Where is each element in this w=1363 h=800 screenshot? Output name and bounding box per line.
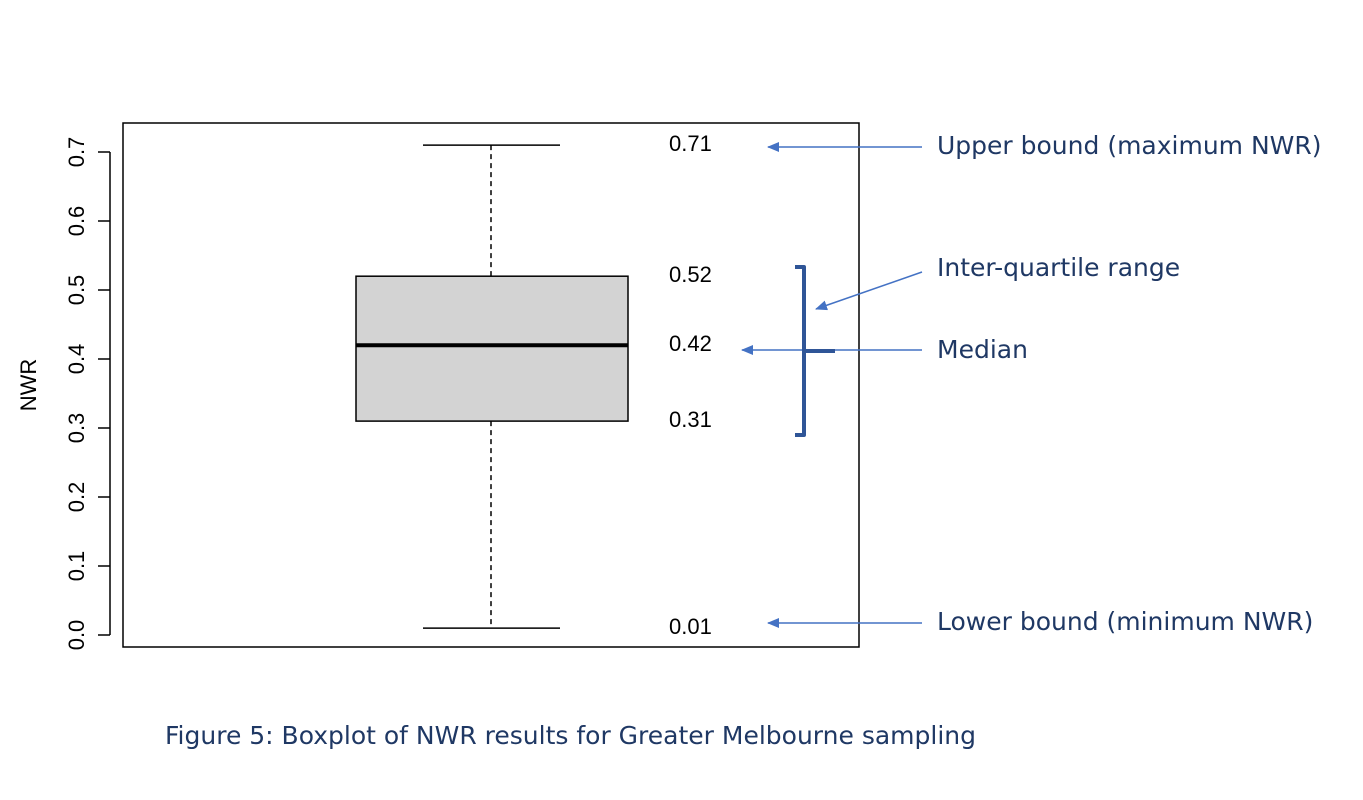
- y-tick-label-2: 0.2: [64, 482, 89, 513]
- median-value-label: 0.42: [669, 331, 712, 356]
- y-tick-label-3: 0.3: [64, 413, 89, 444]
- y-tick-label-6: 0.6: [64, 206, 89, 237]
- iqr-arrow: [815, 271, 923, 311]
- q1-value-label: 0.31: [669, 407, 712, 432]
- figure-caption: Figure 5: Boxplot of NWR results for Gre…: [165, 721, 976, 750]
- y-tick-label-7: 0.7: [64, 137, 89, 168]
- y-axis: 0.0 0.1 0.2 0.3 0.4 0.5 0.6 0.7: [64, 137, 111, 651]
- y-tick-label-5: 0.5: [64, 275, 89, 306]
- median-annotation: Median: [937, 335, 1028, 364]
- iqr-bracket: [795, 265, 835, 437]
- q3-value-label: 0.52: [669, 262, 712, 287]
- y-axis-title: NWR: [16, 359, 41, 412]
- y-tick-label-4: 0.4: [64, 344, 89, 375]
- box-plot: [355, 144, 629, 629]
- y-tick-label-1: 0.1: [64, 551, 89, 582]
- iqr-box: [355, 275, 629, 422]
- lower-bound-annotation: Lower bound (minimum NWR): [937, 607, 1313, 636]
- max-value-label: 0.71: [669, 131, 712, 156]
- upper-bound-annotation: Upper bound (maximum NWR): [937, 131, 1322, 160]
- iqr-annotation: Inter-quartile range: [937, 253, 1180, 282]
- y-tick-label-0: 0.0: [64, 620, 89, 651]
- min-value-label: 0.01: [669, 614, 712, 639]
- plot-frame: [122, 122, 860, 648]
